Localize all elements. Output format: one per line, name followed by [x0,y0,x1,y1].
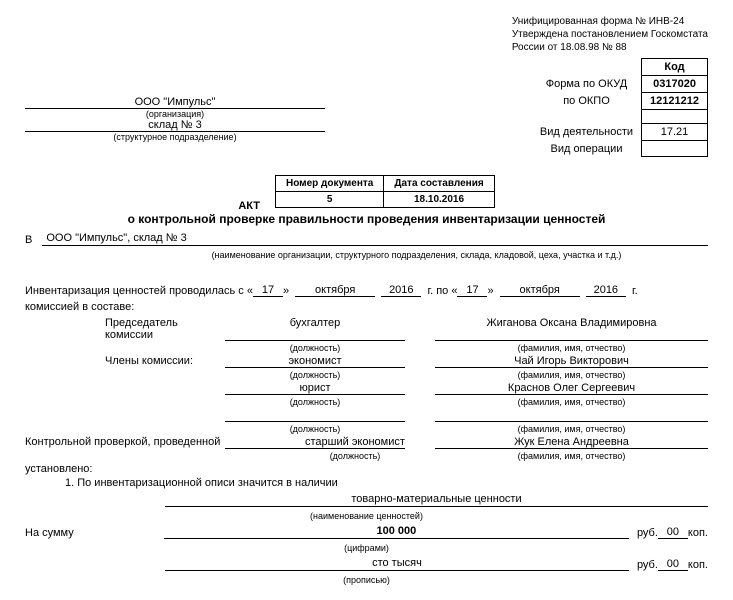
doc-title: о контрольной проверке правильности пров… [25,212,708,226]
operation-value [642,141,708,157]
header-line2: Утверждена постановлением Госкомстата [512,28,708,41]
sum-row: На сумму 100 000 руб. 00 коп. [25,525,708,539]
g-label: г. [632,285,638,297]
okpo-value: 12121212 [642,93,708,110]
m1-fio: Чай Игорь Викторович [435,355,708,368]
m1: октября [295,284,375,297]
sum-words-sub: (прописью) [25,575,708,585]
d1: 17 [253,284,283,297]
kop-val: 00 [658,526,688,539]
members-label: Члены комиссии: [25,355,225,368]
committee-label: комиссией в составе: [25,301,708,313]
unit-name: склад № 3 [25,119,325,132]
fio-sub-2: (фамилия, имя, отчество) [435,370,708,380]
m3-pos [225,409,405,422]
activity-value: 17.21 [642,124,708,141]
period-text: Инвентаризация ценностей проводилась с « [25,285,253,297]
doc-date: 18.10.2016 [384,192,494,208]
period-row: Инвентаризация ценностей проводилась с «… [25,284,708,297]
item1: 1. По инвентаризационной описи значится … [25,477,708,489]
m1-pos: экономист [225,355,405,368]
d2: 17 [457,284,487,297]
chair-label: Председатель комиссии [25,317,225,341]
unit-sub: (структурное подразделение) [25,132,325,142]
fio-sub-5: (фамилия, имя, отчество) [435,451,708,461]
doc-date-header: Дата составления [384,176,494,192]
akt-label: АКТ [238,200,260,212]
subject-row: В ООО "Импульс", склад № 3 [25,232,708,246]
okud-label: Форма по ОКУД [532,76,642,93]
rub-label: руб. [637,527,658,539]
doc-number: 5 [275,192,383,208]
kop-label: коп. [688,527,708,539]
item1-sub: (наименование ценностей) [25,511,708,521]
po-label: г. по « [427,285,457,297]
okpo-label: по ОКПО [532,93,642,110]
doc-num-header: Номер документа [275,176,383,192]
activity-label: Вид деятельности [532,124,642,141]
code-header: Код [642,59,708,76]
code-table: Код Форма по ОКУД0317020 по ОКПО12121212… [532,58,708,157]
form-header: Унифицированная форма № ИНВ-24 Утвержден… [512,15,708,54]
v-label: В [25,234,32,246]
chair-fio: Жиганова Оксана Владимировна [435,317,708,341]
item1-val: товарно-материальные ценности [165,493,708,507]
sum-words: сто тысяч [165,557,629,571]
sum-label: На сумму [25,527,74,539]
operation-label: Вид операции [532,141,642,157]
chair-pos: бухгалтер [225,317,405,341]
m2-fio: Краснов Олег Сергеевич [435,382,708,395]
check-fio: Жук Елена Андреевна [435,436,708,449]
doc-header-wrap: АКТ Номер документа Дата составления 5 1… [25,167,708,212]
pos-sub-2: (должность) [225,370,405,380]
subject-sub: (наименование организации, структурного … [25,250,708,260]
org-name: ООО "Импульс" [25,96,325,109]
fio-sub-4: (фамилия, имя, отчество) [435,424,708,434]
fio-sub-1: (фамилия, имя, отчество) [435,343,708,353]
check-text: Контрольной проверкой, проведенной [25,436,225,449]
pos-sub-4: (должность) [225,424,405,434]
doc-number-table: Номер документа Дата составления 5 18.10… [275,175,495,208]
header-line3: России от 18.08.98 № 88 [512,41,708,54]
m2-pos: юрист [225,382,405,395]
m3-fio [435,409,708,422]
subject-value: ООО "Импульс", склад № 3 [42,232,708,246]
m2: октября [500,284,580,297]
sum-sub: (цифрами) [25,543,708,553]
y2: 2016 [586,284,626,297]
established: установлено: [25,463,708,475]
sum-num: 100 000 [164,525,629,539]
kop-label-2: коп. [688,559,708,571]
pos-sub-5: (должность) [225,451,405,461]
y1: 2016 [381,284,421,297]
kop-val-2: 00 [658,558,688,571]
pos-sub-1: (должность) [225,343,405,353]
fio-sub-3: (фамилия, имя, отчество) [435,397,708,407]
check-pos: старший экономист [225,436,405,449]
header-line1: Унифицированная форма № ИНВ-24 [512,15,708,28]
rub-label-2: руб. [637,559,658,571]
pos-sub-3: (должность) [225,397,405,407]
org-sub: (организация) [25,109,325,119]
okud-value: 0317020 [642,76,708,93]
blank-code-1 [642,110,708,124]
